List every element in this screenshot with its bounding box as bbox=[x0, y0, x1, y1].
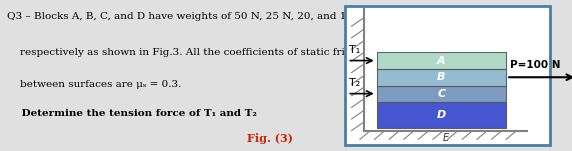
Text: C: C bbox=[438, 89, 446, 99]
Text: Determine the tension force of T₁ and T₂: Determine the tension force of T₁ and T₂ bbox=[7, 109, 257, 118]
Text: P=100 N: P=100 N bbox=[510, 60, 561, 70]
Text: A: A bbox=[437, 56, 446, 66]
Text: T₂: T₂ bbox=[349, 78, 361, 88]
Text: T₁: T₁ bbox=[349, 45, 361, 55]
Text: Fig. (3): Fig. (3) bbox=[247, 133, 293, 144]
Bar bbox=[376, 102, 506, 128]
Text: D: D bbox=[437, 110, 446, 120]
Text: B: B bbox=[437, 72, 446, 82]
Bar bbox=[376, 86, 506, 102]
Text: respectively as shown in Fig.3. All the coefficients of static friction: respectively as shown in Fig.3. All the … bbox=[7, 48, 371, 57]
Text: E: E bbox=[443, 133, 448, 143]
FancyBboxPatch shape bbox=[345, 6, 550, 145]
Bar bbox=[376, 52, 506, 69]
Bar bbox=[376, 69, 506, 86]
Text: Q3 – Blocks A, B, C, and D have weights of 50 N, 25 N, 20, and 15 N,: Q3 – Blocks A, B, C, and D have weights … bbox=[7, 12, 368, 21]
Text: between surfaces are μₛ = 0.3.: between surfaces are μₛ = 0.3. bbox=[7, 80, 181, 89]
